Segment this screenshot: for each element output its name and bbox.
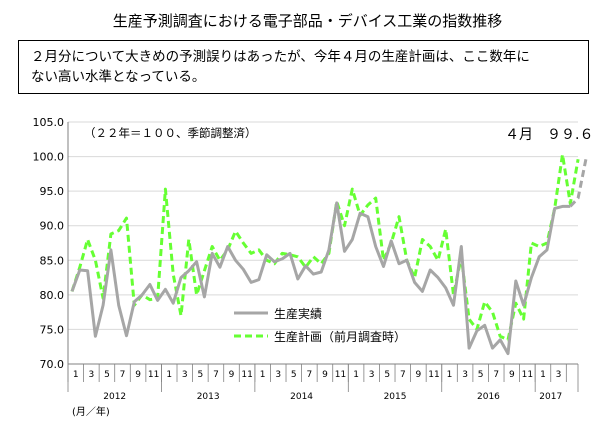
x-month-label: 1 [353,370,359,380]
y-tick-label: 80.0 [40,289,65,302]
x-year-label: 2016 [477,392,500,402]
x-month-label: 3 [88,370,94,380]
x-month-label: 5 [384,370,390,380]
x-month-label: 3 [369,370,375,380]
x-month-label: 7 [400,370,406,380]
page-title: 生産予測調査における電子部品・デバイス工業の指数推移 [112,12,503,30]
x-month-label: 11 [522,370,533,380]
x-year-label: 2012 [103,392,126,402]
x-month-label: 9 [322,370,328,380]
x-month-label: 1 [73,370,79,380]
x-month-label: 11 [428,370,439,380]
x-month-label: 3 [182,370,188,380]
series-actual-line [70,201,571,356]
x-month-label: 9 [135,370,141,380]
x-month-label: 5 [104,370,110,380]
x-year-label: 2015 [384,392,407,402]
summary-box: ２月分について大きめの予測誤りはあったが、今年４月の生産計画は、ここ数年に ない… [18,40,589,94]
summary-line-1: ２月分について大きめの予測誤りはあったが、今年４月の生産計画は、ここ数年に [31,49,530,65]
y-tick-label: 95.0 [40,185,65,198]
legend-label-plan: 生産計画（前月調査時） [274,329,406,344]
legend-label-actual: 生産実績 [274,306,322,321]
x-month-label: 7 [307,370,313,380]
x-month-label: 1 [540,370,546,380]
x-month-label: 9 [416,370,422,380]
x-month-label: 7 [120,370,126,380]
data-series [70,153,588,356]
x-year-label: 2017 [539,392,562,402]
x-month-label: 5 [197,370,203,380]
x-month-label: 1 [260,370,266,380]
x-month-label: 1 [166,370,172,380]
x-year-label: 2013 [197,392,220,402]
x-month-label: 1 [447,370,453,380]
series-plan-line [70,153,580,342]
x-month-label: 7 [493,370,499,380]
x-month-label: 11 [148,370,159,380]
x-month-label: 11 [335,370,346,380]
x-axis-unit: (月／年) [72,405,110,418]
x-month-label: 3 [275,370,281,380]
x-month-label: 5 [478,370,484,380]
y-tick-label: 75.0 [40,323,65,336]
x-month-label: 9 [509,370,515,380]
base-note: （２２年＝１００、季節調整済） [84,126,257,140]
x-month-label: 3 [462,370,468,380]
y-tick-label: 100.0 [33,151,65,164]
y-tick-label: 85.0 [40,254,65,267]
y-tick-label: 90.0 [40,220,65,233]
series-actual-planned-line [569,159,588,208]
y-tick-label: 105.0 [33,116,65,129]
highlight-annotation: ４月 ９９.６ [505,127,593,143]
x-month-label: 3 [556,370,562,380]
x-month-label: 11 [241,370,252,380]
summary-line-2: ない高い水準となっている。 [31,69,206,85]
x-month-label: 5 [291,370,297,380]
y-tick-label: 70.0 [40,358,65,371]
x-month-label: 9 [229,370,235,380]
x-year-label: 2014 [290,392,313,402]
gridlines [68,121,578,330]
x-month-label: 7 [213,370,219,380]
